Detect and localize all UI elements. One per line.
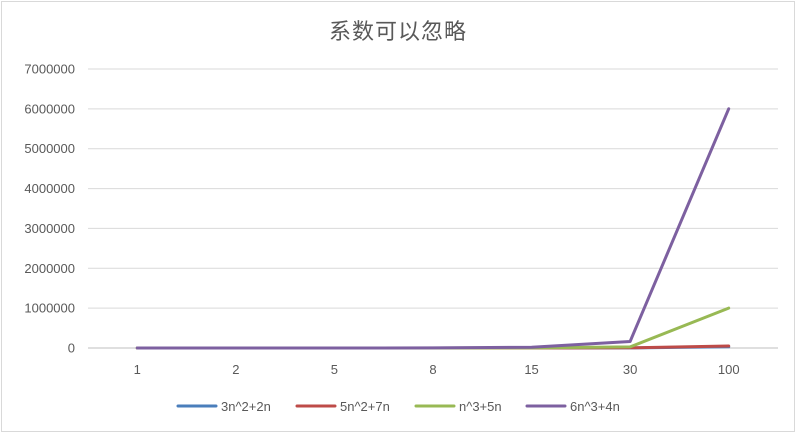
legend-item: n^3+5n [414, 399, 502, 414]
x-tick-label: 1 [134, 362, 141, 377]
legend: 3n^2+2n 5n^2+7n n^3+5n 6n^3+4n [176, 399, 620, 414]
y-tick-label: 1000000 [24, 301, 75, 316]
x-tick-label: 15 [524, 362, 538, 377]
legend-label: 3n^2+2n [221, 399, 271, 414]
legend-label: n^3+5n [459, 399, 502, 414]
y-tick-label: 6000000 [24, 101, 75, 116]
x-tick-label: 5 [331, 362, 338, 377]
legend-label: 5n^2+7n [340, 399, 390, 414]
y-axis-ticks: 0 1000000 2000000 3000000 4000000 5000000 6000… [24, 62, 75, 356]
x-tick-label: 30 [623, 362, 637, 377]
legend-item: 5n^2+7n [295, 399, 390, 414]
x-tick-label: 100 [718, 362, 740, 377]
y-tick-label: 4000000 [24, 181, 75, 196]
x-tick-label: 8 [429, 362, 436, 377]
series-line [135, 107, 731, 350]
x-tick-label: 2 [232, 362, 239, 377]
y-tick-label: 7000000 [24, 62, 75, 77]
y-tick-label: 2000000 [24, 261, 75, 276]
y-tick-label: 5000000 [24, 141, 75, 156]
y-tick-label: 0 [68, 341, 75, 356]
legend-item: 6n^3+4n [525, 399, 620, 414]
series-lines [135, 107, 731, 350]
legend-item: 3n^2+2n [176, 399, 271, 414]
chart-title: 系数可以忽略 [328, 20, 467, 45]
y-tick-label: 3000000 [24, 221, 75, 236]
series-line [135, 306, 731, 350]
gridlines [88, 68, 778, 349]
x-axis-ticks: 1 2 5 8 15 30 100 [134, 362, 740, 377]
legend-label: 6n^3+4n [570, 399, 620, 414]
